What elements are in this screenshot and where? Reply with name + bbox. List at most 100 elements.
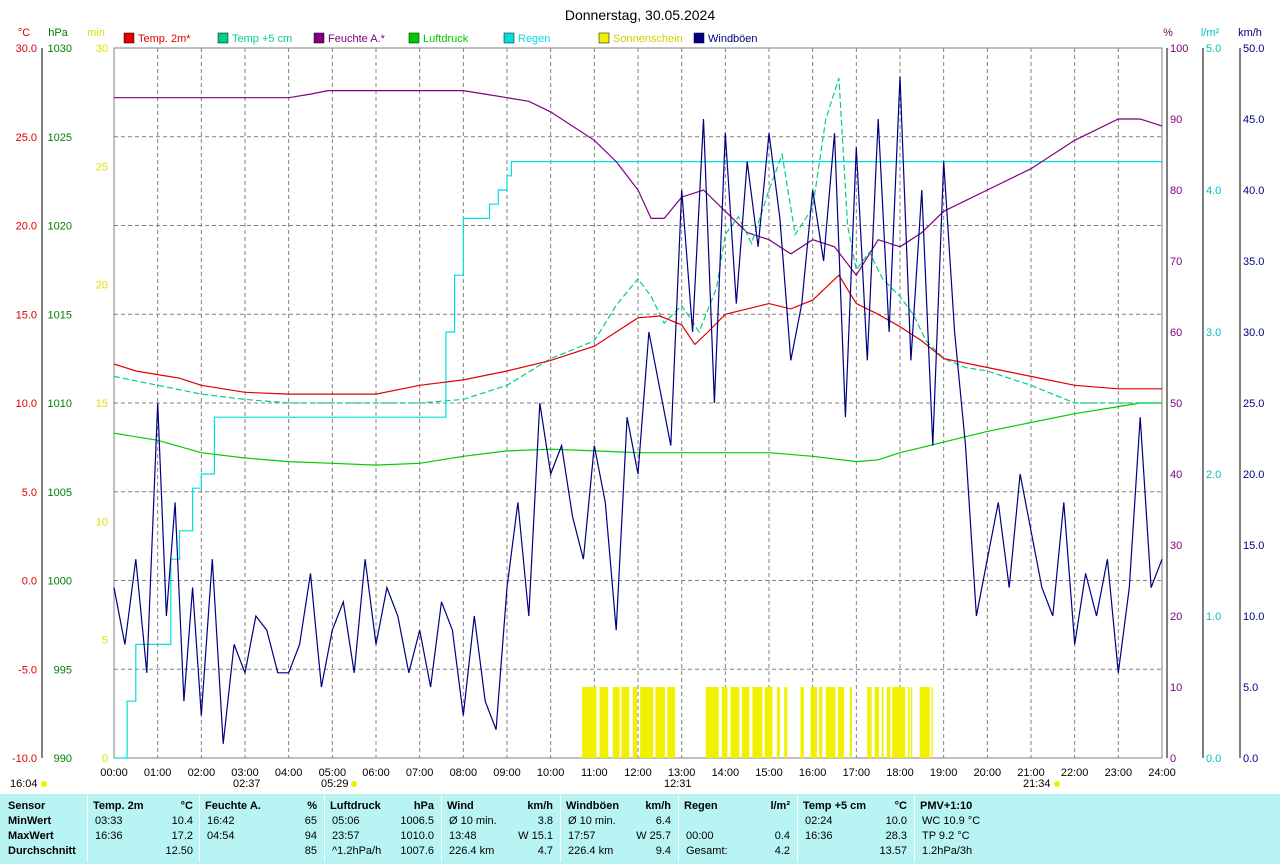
x-tick-label: 23:00 [1105, 767, 1133, 779]
sunshine-tick-label: 25 [96, 161, 108, 173]
wind-tick-label: 10.0 [1243, 611, 1264, 623]
stats-cell-value: 85 [304, 845, 317, 857]
temp-tick-label: 25.0 [16, 132, 37, 144]
x-tick-label: 24:00 [1148, 767, 1176, 779]
pressure-tick-label: 1010 [48, 398, 72, 410]
stats-cell-time: 05:06 [332, 815, 360, 827]
stats-column-separator [441, 796, 442, 862]
sunshine-tick-label: 0 [102, 753, 108, 765]
stats-cell-value: 0.4 [774, 830, 790, 842]
rain-tick-label: 1.0 [1206, 611, 1221, 623]
legend-label: Luftdruck [423, 33, 469, 45]
sunshine-bar [705, 687, 719, 758]
temp-tick-label: -5.0 [18, 664, 37, 676]
sun-icon [41, 781, 47, 787]
stats-column-header: Wind [447, 800, 474, 812]
x-tick-label: 16:00 [799, 767, 827, 779]
x-tick-label: 22:00 [1061, 767, 1089, 779]
sunshine-bar [599, 687, 609, 758]
sunshine-bar [810, 687, 818, 758]
sunshine-bar [632, 687, 638, 758]
rain-tick-label: 5.0 [1206, 43, 1221, 55]
stats-column-unit: l/m² [770, 800, 790, 812]
pressure-tick-label: 1020 [48, 221, 72, 233]
stats-cell-value: 6.4 [655, 815, 671, 827]
stats-column-separator [678, 796, 679, 862]
sunrise-time-label: 16:04 [10, 778, 38, 790]
stats-cell-value: W 15.1 [518, 830, 553, 842]
sunshine-tick-label: 15 [96, 398, 108, 410]
sunshine-bar [907, 687, 910, 758]
stats-cell-time: 17:57 [568, 830, 596, 842]
chart-title: Donnerstag, 30.05.2024 [565, 7, 715, 23]
x-tick-label: 04:00 [275, 767, 303, 779]
stats-cell-time: TP 9.2 °C [922, 830, 970, 842]
x-tick-label: 14:00 [712, 767, 740, 779]
stats-row-label: MaxWert [8, 830, 54, 842]
x-tick-label: 07:00 [406, 767, 434, 779]
stats-cell-value: 17.2 [171, 830, 193, 842]
x-tick-label: 15:00 [755, 767, 783, 779]
sunshine-tick-label: 10 [96, 516, 108, 528]
stats-cell-time: 04:54 [207, 830, 235, 842]
pressure-tick-label: 1000 [48, 576, 72, 588]
legend-swatch [408, 32, 420, 44]
stats-cell-value: 9.4 [655, 845, 671, 857]
rain-axis-unit: l/m² [1201, 27, 1220, 39]
wind-tick-label: 0.0 [1243, 753, 1258, 765]
stats-cell-value: 65 [304, 815, 317, 827]
temp-tick-label: 15.0 [16, 309, 37, 321]
stats-cell-value: 12.50 [165, 845, 193, 857]
stats-row-label: MinWert [8, 815, 52, 827]
wind-tick-label: 45.0 [1243, 114, 1264, 126]
stats-cell-time: 1.2hPa/3h [922, 845, 973, 857]
stats-column-header: Regen [684, 800, 718, 812]
series-line-temp-2m [113, 274, 1162, 395]
x-tick-label: 20:00 [974, 767, 1002, 779]
stats-cell-value: 13.57 [879, 845, 907, 857]
temp-tick-label: -10.0 [12, 753, 37, 765]
stats-column-separator [87, 796, 88, 862]
stats-cell-value: 94 [304, 830, 317, 842]
temp-tick-label: 0.0 [22, 576, 37, 588]
stats-cell-time: Ø 10 min. [449, 815, 497, 827]
sunset-time-label: 21:34 [1023, 778, 1051, 790]
stats-cell-value: 4.7 [537, 845, 553, 857]
stats-cell-value: 1006.5 [400, 815, 434, 827]
x-tick-label: 01:00 [144, 767, 172, 779]
sun-marker-label: 02:37 [233, 778, 261, 790]
stats-cell-value: 28.3 [885, 830, 907, 842]
series-line-feuchte-a [114, 89, 1163, 277]
sunshine-bar [784, 687, 788, 758]
stats-column-unit: km/h [645, 800, 671, 812]
temp-axis-unit: °C [18, 27, 30, 39]
humidity-tick-label: 0 [1170, 753, 1176, 765]
sun-icon [351, 781, 357, 787]
pressure-tick-label: 1030 [48, 43, 72, 55]
humidity-tick-label: 70 [1170, 256, 1182, 268]
x-tick-label: 02:00 [188, 767, 216, 779]
rain-tick-label: 4.0 [1206, 185, 1221, 197]
stats-cell-value: 3.8 [537, 815, 553, 827]
sunshine-bar [919, 687, 930, 758]
sunshine-bar [800, 687, 804, 758]
sunshine-tick-label: 30 [96, 43, 108, 55]
stats-cell-time: 00:00 [686, 830, 714, 842]
x-tick-label: 10:00 [537, 767, 565, 779]
wind-tick-label: 35.0 [1243, 256, 1264, 268]
sunshine-bar [819, 687, 823, 758]
stats-cell-time: 16:42 [207, 815, 235, 827]
pressure-tick-label: 1025 [48, 132, 72, 144]
stats-column-unit: °C [894, 800, 907, 812]
x-tick-label: 12:00 [624, 767, 652, 779]
legend-swatch [503, 32, 515, 44]
sunshine-bar [582, 687, 597, 758]
wind-tick-label: 5.0 [1243, 682, 1258, 694]
x-tick-label: 17:00 [843, 767, 871, 779]
x-tick-label: 03:00 [231, 767, 259, 779]
legend-label: Regen [518, 33, 550, 45]
stats-cell-time: 03:33 [95, 815, 123, 827]
stats-cell-time: Ø 10 min. [568, 815, 616, 827]
legend-label: Windböen [708, 33, 758, 45]
temp-tick-label: 30.0 [16, 43, 37, 55]
